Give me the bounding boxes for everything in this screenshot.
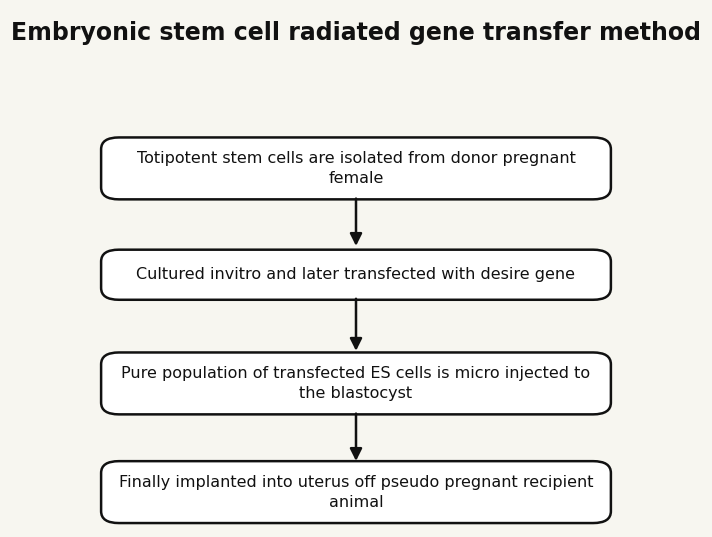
Text: Embryonic stem cell radiated gene transfer method: Embryonic stem cell radiated gene transf…: [11, 21, 701, 46]
FancyBboxPatch shape: [101, 461, 611, 523]
Text: Totipotent stem cells are isolated from donor pregnant
female: Totipotent stem cells are isolated from …: [137, 151, 575, 186]
Text: Finally implanted into uterus off pseudo pregnant recipient
animal: Finally implanted into uterus off pseudo…: [119, 475, 593, 510]
FancyBboxPatch shape: [101, 137, 611, 199]
Text: Pure population of transfected ES cells is micro injected to
the blastocyst: Pure population of transfected ES cells …: [122, 366, 590, 401]
FancyBboxPatch shape: [101, 352, 611, 415]
Text: Cultured invitro and later transfected with desire gene: Cultured invitro and later transfected w…: [137, 267, 575, 282]
FancyBboxPatch shape: [101, 250, 611, 300]
